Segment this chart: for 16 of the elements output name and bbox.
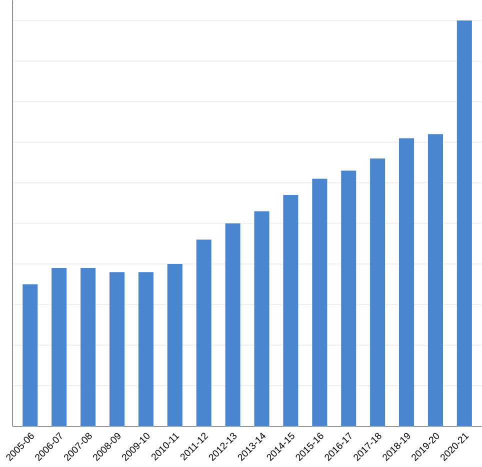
bar (456, 20, 472, 426)
bar (225, 224, 240, 426)
bar (428, 134, 443, 426)
bar (80, 268, 96, 426)
bar (196, 240, 212, 426)
bar (52, 268, 67, 426)
bar (167, 264, 182, 426)
bar (138, 272, 154, 426)
bar (370, 158, 386, 426)
bar (109, 272, 124, 426)
bar (22, 284, 38, 426)
bar (254, 211, 270, 426)
bar (312, 178, 328, 426)
bar (341, 170, 356, 426)
bar (283, 195, 298, 426)
bar (399, 138, 414, 426)
